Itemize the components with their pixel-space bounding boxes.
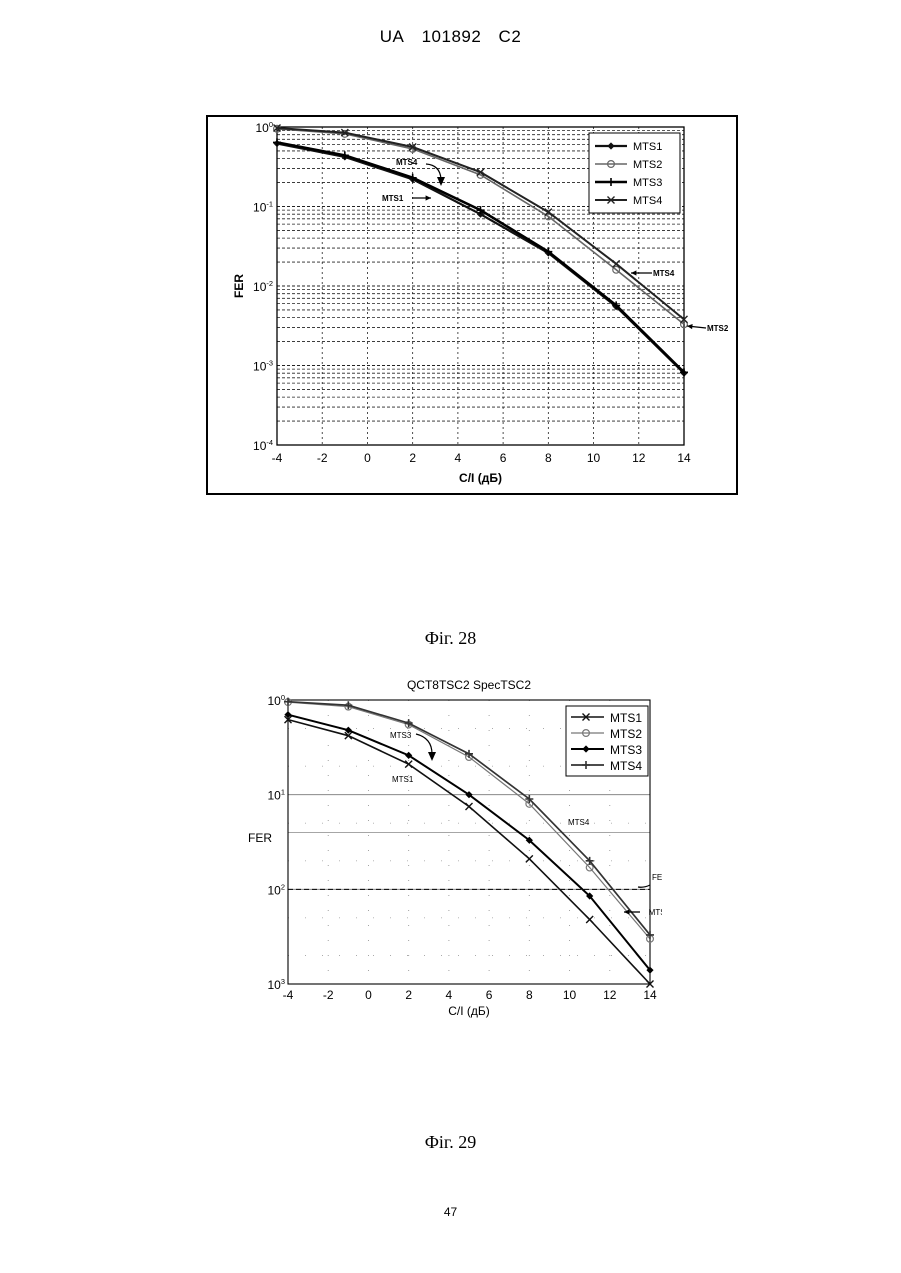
y-tick-label-2: 102 xyxy=(268,882,286,897)
x-tick-label-6: 8 xyxy=(526,988,533,1002)
x-tick-label-5: 6 xyxy=(500,451,507,465)
x-tick-label-8: 12 xyxy=(603,988,617,1002)
annotation-mts2-right: MTS2 xyxy=(707,324,729,333)
legend: MTS1 MTS2 MTS3 MTS4 xyxy=(566,706,648,776)
legend-label-mts3: MTS3 xyxy=(633,177,662,189)
x-tick-label-2: 0 xyxy=(364,451,371,465)
annotation-mts4-right: MTS4 xyxy=(653,269,675,278)
legend-label-mts4: MTS4 xyxy=(610,759,642,773)
legend-label-mts2: MTS2 xyxy=(610,727,642,741)
annotation-mts2-right: MTS2 xyxy=(649,908,662,917)
x-tick-label-7: 10 xyxy=(587,451,601,465)
legend-label-mts4: MTS4 xyxy=(633,195,662,207)
patent-kind: C2 xyxy=(499,27,522,46)
x-tick-label-1: -2 xyxy=(317,451,328,465)
x-axis-label: C/I (дБ) xyxy=(448,1004,490,1018)
y-axis-label: FER xyxy=(248,831,272,845)
page-number: 47 xyxy=(0,1205,901,1219)
data-point-mts1 xyxy=(526,855,533,862)
x-tick-label-4: 4 xyxy=(446,988,453,1002)
annotation-fer-1-percent: FER 1% xyxy=(652,873,662,882)
chart-title: QCT8TSC2 SpecTSC2 xyxy=(407,678,531,692)
patent-header: UA 101892 C2 xyxy=(0,27,901,47)
figure-29-caption: Фіг. 29 xyxy=(0,1132,901,1153)
legend: MTS1 MTS2 MTS3 MTS4 xyxy=(589,133,680,213)
patent-office: UA xyxy=(380,27,405,46)
x-axis-label: C/I (дБ) xyxy=(459,471,502,485)
x-tick-label-3: 2 xyxy=(405,988,412,1002)
figure-28-chart: -4-20246810121410010-110-210-310-4C/I (д… xyxy=(206,115,738,495)
legend-label-mts2: MTS2 xyxy=(633,159,662,171)
data-point-mts1 xyxy=(586,916,593,923)
y-axis-label: FER xyxy=(232,274,246,298)
annotation-arrow-mts3-curve xyxy=(416,734,432,754)
annotation-mts3-top: MTS3 xyxy=(390,731,412,740)
x-tick-label-5: 6 xyxy=(486,988,493,1002)
x-tick-label-9: 14 xyxy=(643,988,657,1002)
x-tick-label-0: -4 xyxy=(283,988,294,1002)
legend-label-mts1: MTS1 xyxy=(610,711,642,725)
figure-28-caption: Фіг. 28 xyxy=(0,628,901,649)
x-tick-label-4: 4 xyxy=(455,451,462,465)
annotation-fer-pointer xyxy=(638,885,650,887)
legend-label-mts3: MTS3 xyxy=(610,743,642,757)
x-tick-label-7: 10 xyxy=(563,988,577,1002)
figure-29-chart: QCT8TSC2 SpecTSC2 -4 -2 0 2 4 6 8 10 12 14 100 101 10… xyxy=(232,674,662,1020)
annotation-mts1-left: MTS1 xyxy=(382,194,404,203)
y-tick-label-1: 101 xyxy=(268,788,286,803)
data-point-mts1 xyxy=(466,803,473,810)
x-tick-label-6: 8 xyxy=(545,451,552,465)
annotation-arrow-mts2-head xyxy=(624,909,629,914)
data-point-mts1 xyxy=(405,761,412,768)
legend-label-mts1: MTS1 xyxy=(633,141,662,153)
annotation-mts4-top: MTS4 xyxy=(396,158,418,167)
x-tick-label-8: 12 xyxy=(632,451,646,465)
annotation-arrow-mts3-head xyxy=(428,752,436,761)
patent-number: 101892 xyxy=(422,27,482,46)
x-tick-label-3: 2 xyxy=(409,451,416,465)
y-tick-label-0: 100 xyxy=(268,693,286,708)
x-tick-label-9: 14 xyxy=(677,451,691,465)
x-tick-label-2: 0 xyxy=(365,988,372,1002)
annotation-mts4-right: MTS4 xyxy=(568,818,590,827)
annotation-mts1-left: MTS1 xyxy=(392,775,414,784)
x-tick-label-1: -2 xyxy=(323,988,334,1002)
x-tick-label-0: -4 xyxy=(272,451,283,465)
